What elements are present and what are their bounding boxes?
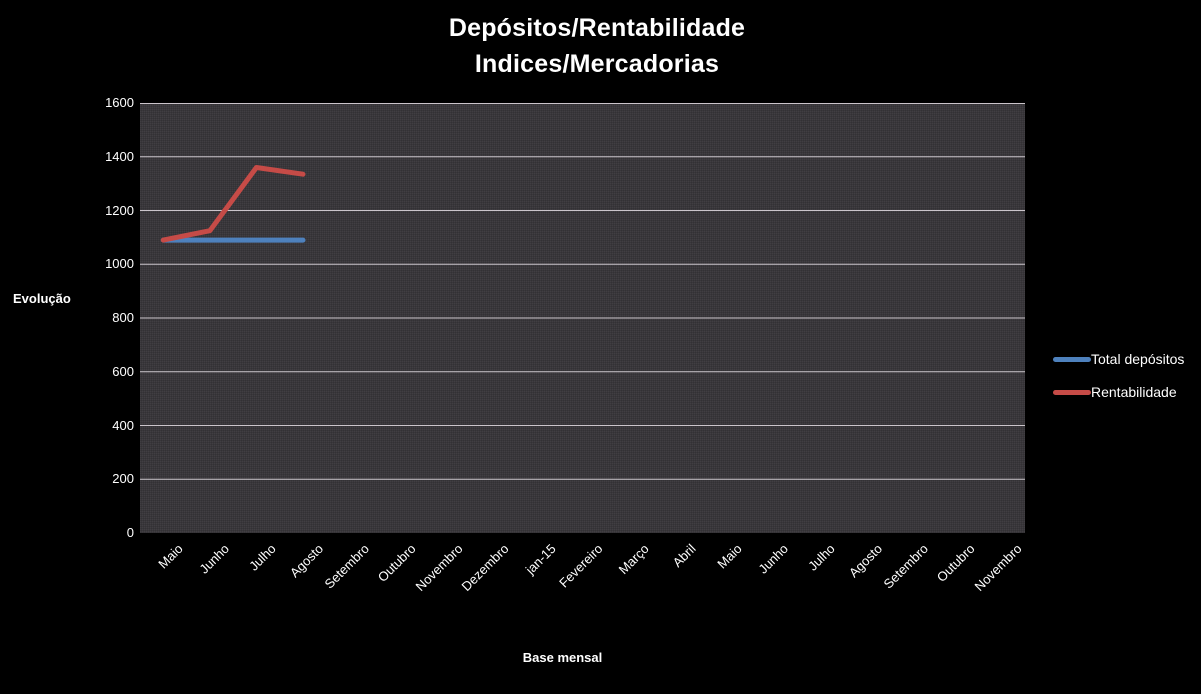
x-tick-label: Julho — [246, 541, 280, 574]
x-tick-label: Abril — [669, 541, 699, 571]
x-tick-label: Julho — [805, 541, 839, 574]
gridlines — [140, 103, 1025, 480]
y-tick-label: 1200 — [105, 202, 134, 218]
legend: Total depósitos Rentabilidade — [1053, 349, 1184, 415]
y-tick-label: 200 — [112, 471, 134, 487]
legend-entry-total-depositos: Total depósitos — [1053, 349, 1184, 369]
x-tick-label: Novembro — [412, 541, 466, 595]
legend-label: Rentabilidade — [1091, 384, 1177, 400]
x-axis-title: Base mensal — [522, 650, 603, 665]
x-tick-label: Setembro — [321, 541, 373, 592]
x-tick-label: Novembro — [971, 541, 1025, 595]
x-tick-label: Junho — [755, 541, 792, 577]
legend-marker-total-depositos — [1053, 356, 1091, 362]
x-tick-label: Maio — [155, 541, 186, 572]
x-tick-label: jan-15 — [522, 541, 559, 578]
x-tick-label: Agosto — [286, 541, 326, 581]
x-tick-label: Março — [615, 541, 652, 578]
y-tick-label: 1400 — [105, 148, 134, 164]
y-tick-label: 1600 — [105, 95, 134, 110]
x-tick-label: Outubro — [933, 541, 978, 585]
x-tick-label: Dezembro — [458, 541, 512, 595]
legend-entry-rentabilidade: Rentabilidade — [1053, 382, 1184, 402]
chart-title-line1: Depósitos/Rentabilidade — [448, 14, 746, 42]
plot-area — [140, 103, 1025, 533]
x-tick-label: Agosto — [845, 541, 885, 581]
series-lines — [160, 165, 306, 243]
chart-title-line2: Indices/Mercadorias — [474, 50, 720, 78]
y-axis-title: Evolução — [13, 291, 71, 306]
series-line-rentabilidade — [160, 165, 306, 243]
legend-marker-rentabilidade — [1053, 389, 1091, 395]
x-tick-label: Fevereiro — [555, 541, 606, 591]
x-tick-label: Setembro — [880, 541, 932, 592]
chart-title: Depósitos/Rentabilidade Indices/Mercador… — [0, 10, 1194, 82]
y-tick-label: 800 — [112, 310, 134, 325]
y-tick-label: 1000 — [105, 256, 134, 272]
x-tick-label: Maio — [714, 541, 745, 572]
y-tick-label: 400 — [112, 417, 134, 433]
x-tick-label: Junho — [196, 541, 233, 577]
legend-label: Total depósitos — [1091, 351, 1185, 367]
y-tick-label: 0 — [126, 525, 134, 540]
x-tick-label: Outubro — [374, 541, 419, 585]
y-tick-label: 600 — [112, 363, 134, 379]
